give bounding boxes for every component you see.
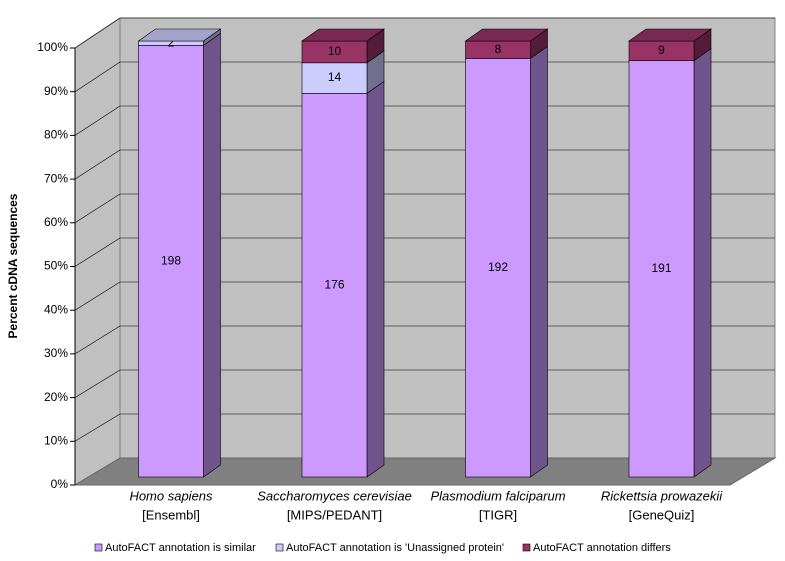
bar-side [366, 80, 385, 478]
x-tick-sublabel: [Ensembl] [142, 507, 200, 522]
legend-swatch [275, 543, 284, 552]
legend-label: AutoFACT annotation is 'Unassigned prote… [286, 542, 504, 554]
bar-side [530, 45, 548, 478]
x-tick-label: Rickettsia prowazekii [601, 488, 723, 503]
grid-line [74, 413, 121, 442]
bar-top [137, 28, 222, 42]
grid-line [74, 325, 121, 355]
bar-side [693, 48, 712, 478]
grid-line [74, 193, 121, 224]
grid-line [74, 237, 121, 267]
left-wall [74, 17, 121, 486]
y-tick-label: 10% [44, 433, 68, 447]
y-tick-label: 40% [44, 302, 68, 316]
legend-swatch [94, 543, 103, 552]
grid-line [74, 61, 121, 92]
y-tick-label: 80% [44, 128, 68, 142]
y-tick-label: 90% [44, 84, 68, 98]
y-tick-label: 20% [44, 390, 68, 404]
bar-segment [138, 45, 204, 478]
legend-label: AutoFACT annotation is similar [105, 542, 256, 554]
bar-top [301, 28, 385, 42]
y-tick-label: 70% [44, 171, 68, 185]
bar-segment [301, 62, 368, 94]
grid-line [74, 17, 121, 49]
x-tick-label: Homo sapiens [129, 488, 213, 503]
data-label: 2 [168, 35, 175, 49]
bar-side [203, 32, 221, 478]
bar-segment [301, 93, 368, 478]
y-tick-label: 0% [51, 477, 69, 491]
grid-line [74, 105, 121, 136]
y-tick-label: 60% [44, 215, 68, 229]
grid-line [74, 281, 121, 311]
data-label: 176 [324, 277, 344, 291]
x-tick-sublabel: [GeneQuiz] [629, 507, 695, 522]
data-label: 192 [488, 260, 508, 274]
y-tick-label: 100% [37, 40, 68, 54]
floor [73, 457, 777, 486]
y-tick-label: 30% [44, 346, 68, 360]
data-label: 8 [495, 42, 502, 56]
y-tick-label: 50% [44, 259, 68, 273]
x-tick-sublabel: [MIPS/PEDANT] [287, 507, 382, 522]
x-tick-sublabel: [TIGR] [479, 507, 517, 522]
data-label: 198 [161, 253, 181, 267]
bar-segment [628, 60, 695, 478]
data-label: 14 [328, 70, 342, 84]
grid-line [74, 149, 121, 180]
bar-top [628, 28, 712, 42]
data-label: 10 [328, 44, 342, 58]
grid-line [74, 369, 121, 398]
bar-segment [465, 58, 531, 478]
bar-top [464, 28, 549, 42]
x-tick-label: Saccharomyces cerevisiae [257, 488, 412, 503]
data-label: 9 [658, 43, 665, 57]
x-tick-label: Plasmodium falciparum [430, 488, 565, 503]
y-axis-label: Percent cDNA sequences [6, 193, 20, 338]
data-label: 191 [651, 261, 671, 275]
legend-swatch [522, 543, 531, 552]
legend-label: AutoFACT annotation differs [533, 542, 671, 554]
